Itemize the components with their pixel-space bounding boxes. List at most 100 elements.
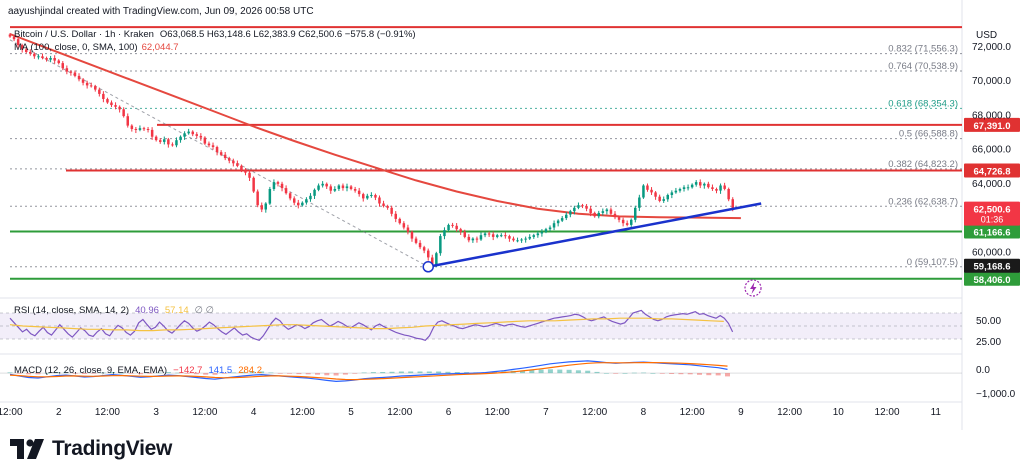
candle-body[interactable] (240, 165, 243, 171)
candle-body[interactable] (248, 172, 251, 178)
fib-retracement[interactable]: 0.832 (71,556.3) 0.764 (70,538.9) 0.618 (6… (10, 44, 962, 268)
candle-body[interactable] (272, 182, 276, 189)
candle-body[interactable] (284, 188, 288, 194)
candle-body[interactable] (118, 106, 121, 110)
candle-body[interactable] (77, 75, 81, 80)
candle-body[interactable] (167, 139, 170, 145)
candle-body[interactable] (333, 189, 337, 191)
candle-body[interactable] (69, 71, 73, 73)
candle-body[interactable] (589, 208, 592, 213)
candle-body[interactable] (630, 219, 633, 225)
candle-body[interactable] (280, 183, 284, 189)
candle-body[interactable] (236, 163, 239, 166)
candle-body[interactable] (256, 191, 259, 206)
candle-body[interactable] (414, 238, 418, 243)
candle-body[interactable] (406, 227, 410, 232)
candle-body[interactable] (601, 211, 605, 213)
trendline-layer[interactable] (422, 202, 762, 273)
candle-body[interactable] (203, 137, 207, 144)
candle-body[interactable] (674, 190, 678, 193)
candle-body[interactable] (581, 205, 584, 207)
candle-body[interactable] (394, 213, 398, 219)
candle-body[interactable] (727, 189, 730, 200)
candle-body[interactable] (528, 236, 532, 239)
candle-body[interactable] (613, 213, 617, 218)
candle-body[interactable] (451, 224, 454, 226)
candle-body[interactable] (508, 236, 511, 239)
candle-body[interactable] (264, 203, 268, 210)
candle-body[interactable] (159, 140, 162, 142)
candle-body[interactable] (219, 152, 223, 155)
candle-body[interactable] (573, 207, 576, 212)
candle-body[interactable] (382, 203, 385, 207)
candle-body[interactable] (268, 189, 272, 204)
candle-body[interactable] (49, 58, 52, 60)
candle-body[interactable] (621, 219, 625, 224)
tradingview-logo[interactable]: TradingView (10, 436, 172, 462)
candle-body[interactable] (122, 109, 125, 117)
candle-body[interactable] (682, 187, 686, 189)
candle-body[interactable] (443, 230, 446, 237)
candle-body[interactable] (666, 195, 670, 200)
candle-body[interactable] (475, 238, 479, 240)
candle-body[interactable] (349, 186, 353, 189)
candle-body[interactable] (694, 182, 698, 185)
candle-body[interactable] (187, 131, 190, 134)
candle-body[interactable] (81, 79, 85, 83)
candle-body[interactable] (431, 257, 434, 266)
candle-body[interactable] (370, 195, 373, 196)
candle-body[interactable] (232, 160, 235, 164)
candle-body[interactable] (252, 177, 255, 192)
candle-body[interactable] (134, 129, 138, 130)
candle-body[interactable] (625, 223, 629, 225)
candle-body[interactable] (73, 72, 77, 76)
candle-body[interactable] (146, 129, 150, 130)
candle-body[interactable] (357, 190, 361, 195)
candle-body[interactable] (459, 229, 462, 232)
candle-body[interactable] (362, 194, 365, 199)
candle-body[interactable] (183, 133, 186, 137)
candle-body[interactable] (410, 231, 414, 239)
candle-body[interactable] (479, 235, 483, 240)
candle-body[interactable] (597, 212, 601, 217)
candle-body[interactable] (89, 85, 93, 87)
candle-body[interactable] (723, 185, 726, 189)
candle-body[interactable] (565, 214, 568, 219)
candle-body[interactable] (455, 225, 458, 230)
candle-body[interactable] (114, 105, 117, 107)
candle-body[interactable] (142, 128, 146, 130)
candle-body[interactable] (707, 183, 710, 188)
candle-body[interactable] (487, 233, 491, 235)
candle-body[interactable] (512, 238, 515, 241)
candle-body[interactable] (353, 189, 357, 191)
candle-body[interactable] (223, 154, 227, 159)
candle-body[interactable] (386, 206, 389, 208)
candle-body[interactable] (195, 134, 199, 136)
candle-body[interactable] (670, 192, 674, 195)
candle-body[interactable] (228, 158, 231, 161)
candle-body[interactable] (207, 143, 211, 146)
candle-body[interactable] (293, 198, 296, 203)
candle-body[interactable] (500, 235, 503, 237)
candle-body[interactable] (57, 60, 61, 64)
candle-body[interactable] (378, 197, 381, 204)
candle-body[interactable] (29, 52, 32, 54)
candle-body[interactable] (211, 145, 215, 147)
time-axis[interactable]: 12:00 2 12:00 3 12:00 4 12:00 5 12:00 6 12:00 7 12:0… (0, 407, 941, 418)
candle-body[interactable] (374, 195, 377, 198)
candle-body[interactable] (305, 199, 308, 203)
candle-body[interactable] (516, 240, 519, 242)
candle-body[interactable] (418, 242, 422, 248)
candle-body[interactable] (244, 170, 247, 173)
candle-body[interactable] (301, 202, 304, 206)
candle-body[interactable] (520, 239, 523, 241)
candle-body[interactable] (524, 238, 527, 240)
candle-body[interactable] (317, 185, 320, 190)
candle-body[interactable] (634, 207, 637, 220)
candle-body[interactable] (560, 218, 564, 221)
candle-body[interactable] (321, 183, 324, 186)
candle-body[interactable] (491, 234, 495, 237)
candle-body[interactable] (8, 34, 12, 37)
candle-body[interactable] (341, 185, 345, 189)
